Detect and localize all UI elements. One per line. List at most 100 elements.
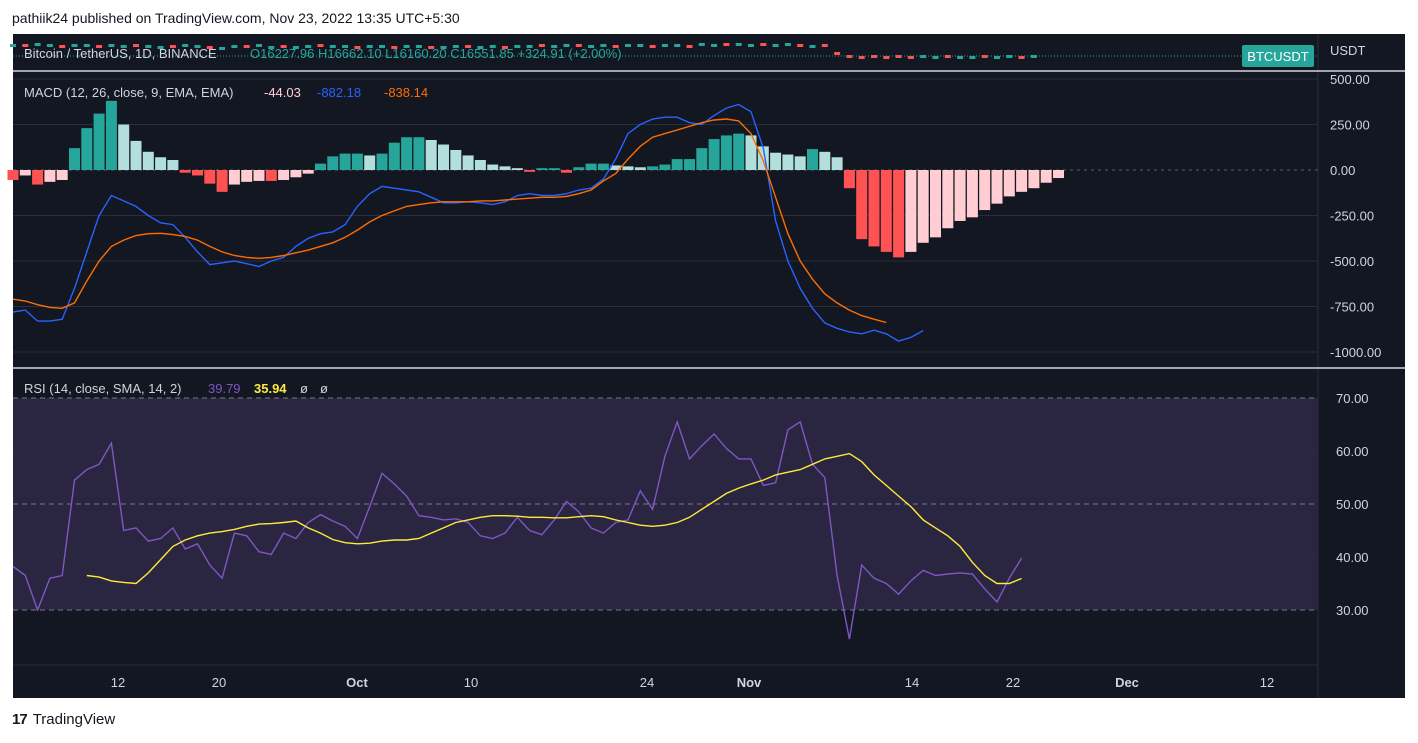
macd-histogram-bar	[831, 157, 843, 170]
price-candle	[305, 45, 312, 48]
macd-histogram-bar	[7, 170, 19, 181]
macd-tick-label: -1000.00	[1330, 345, 1381, 360]
macd-histogram-bar	[647, 166, 659, 170]
macd-histogram-bar	[733, 133, 745, 170]
macd-histogram-bar	[204, 170, 216, 184]
macd-histogram-bar	[155, 157, 167, 170]
price-candle	[661, 44, 668, 47]
macd-histogram-bar	[819, 151, 831, 170]
price-candle	[452, 45, 459, 48]
rsi-tick-label: 60.00	[1336, 444, 1369, 459]
macd-histogram-bar	[745, 135, 757, 170]
price-candle	[194, 45, 201, 48]
macd-histogram-bar	[610, 165, 622, 170]
time-axis-label: 24	[640, 675, 654, 690]
macd-histogram-bar	[351, 153, 363, 170]
time-axis-label: Nov	[737, 675, 762, 690]
macd-hist-value: -44.03	[264, 85, 301, 100]
price-candle	[526, 45, 533, 48]
macd-histogram-bar	[315, 163, 326, 170]
rsi-tick-label: 30.00	[1336, 603, 1369, 618]
macd-histogram-bar	[93, 113, 105, 170]
macd-histogram-bar	[659, 164, 671, 170]
price-candle	[268, 46, 275, 49]
price-candle	[366, 45, 373, 48]
macd-histogram-bar	[622, 166, 634, 170]
price-candle	[120, 45, 127, 48]
macd-histogram-bar	[265, 170, 277, 181]
price-candle	[145, 45, 152, 48]
price-candle	[821, 44, 828, 47]
macd-tick-label: -500.00	[1330, 254, 1374, 269]
price-candle	[698, 43, 705, 46]
macd-histogram-bar	[561, 170, 572, 173]
price-candle	[834, 52, 841, 55]
time-axis-label: 22	[1006, 675, 1020, 690]
macd-histogram-bar	[671, 159, 683, 170]
macd-line-value: -882.18	[317, 85, 361, 100]
macd-histogram-bar	[720, 135, 732, 170]
time-axis-label: Oct	[346, 675, 368, 690]
price-candle	[932, 56, 939, 59]
macd-histogram-bar	[19, 170, 31, 176]
price-candle	[600, 44, 607, 47]
time-axis-label: 12	[111, 675, 125, 690]
macd-histogram-bar	[573, 167, 585, 170]
price-candle	[83, 44, 90, 47]
price-candle	[46, 44, 53, 47]
price-candle	[994, 56, 1000, 59]
macd-histogram-bar	[905, 170, 917, 252]
price-candle	[71, 44, 78, 47]
time-axis-label: 12	[1260, 675, 1274, 690]
price-candle	[944, 55, 951, 58]
brand-footer[interactable]: 17 TradingView	[12, 711, 115, 728]
price-candle	[797, 44, 804, 47]
price-candle	[686, 45, 693, 48]
price-candle	[206, 46, 213, 49]
macd-histogram-bar	[966, 170, 978, 218]
macd-histogram-bar	[216, 170, 228, 192]
macd-histogram-bar	[142, 151, 154, 170]
macd-signal-value: -838.14	[384, 85, 428, 100]
macd-histogram-bar	[893, 170, 905, 258]
symbol-badge	[1242, 45, 1314, 67]
macd-signal-line	[12, 118, 887, 324]
tradingview-logo-icon: 17	[12, 711, 28, 728]
macd-histogram-bar	[278, 170, 290, 181]
price-candle	[342, 45, 349, 48]
price-candle	[465, 45, 472, 48]
price-candle	[354, 46, 361, 49]
macd-histogram-bar	[462, 155, 474, 170]
price-candle	[108, 44, 115, 47]
price-candle	[428, 46, 435, 49]
price-candle	[182, 44, 189, 47]
macd-histogram-bar	[807, 149, 818, 170]
macd-histogram-bar	[782, 154, 794, 170]
macd-tick-label: 0.00	[1330, 163, 1355, 178]
macd-histogram-bar	[364, 155, 376, 170]
price-candle	[379, 45, 385, 48]
macd-histogram-bar	[487, 164, 499, 170]
macd-histogram-bar	[32, 170, 44, 185]
macd-histogram-bar	[105, 100, 117, 170]
macd-histogram-bar	[302, 170, 314, 174]
time-axis-label: Dec	[1115, 675, 1139, 690]
brand-name: TradingView	[32, 711, 116, 728]
price-candle	[59, 45, 66, 48]
macd-histogram-bar	[880, 170, 892, 252]
macd-tick-label: 250.00	[1330, 118, 1370, 133]
macd-histogram-bar	[388, 142, 400, 170]
macd-histogram-bar	[192, 170, 203, 176]
price-candle	[858, 56, 865, 59]
price-candle	[231, 45, 238, 48]
macd-histogram-bar	[499, 166, 511, 170]
price-candle	[674, 44, 681, 47]
price-candle	[969, 56, 976, 59]
rsi-sma-line	[86, 452, 1022, 585]
macd-histogram-bar	[585, 163, 597, 170]
time-axis-label: 20	[212, 675, 226, 690]
macd-histogram-bar	[942, 170, 954, 229]
macd-histogram-bar	[81, 128, 93, 170]
macd-histogram-bar	[450, 149, 462, 170]
